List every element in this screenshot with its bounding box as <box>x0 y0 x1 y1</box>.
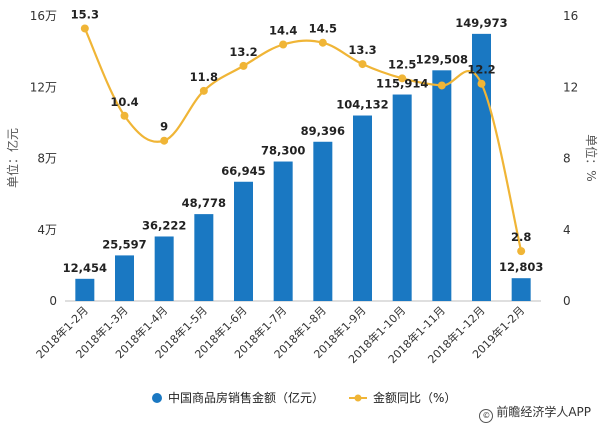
legend-bar-label: 中国商品房销售金额（亿元） <box>168 390 324 405</box>
bar <box>115 255 134 301</box>
line-value-label: 12.2 <box>467 63 495 77</box>
line-point <box>437 81 446 90</box>
bar-value-label: 149,973 <box>455 16 507 30</box>
line-point <box>120 111 129 120</box>
line-value-label: 13.3 <box>348 43 376 57</box>
line-point <box>80 24 89 33</box>
copyright-icon: © <box>479 409 494 423</box>
left-tick-label: 0 <box>49 294 57 308</box>
bar-value-label: 25,597 <box>102 237 146 251</box>
line-point <box>398 74 407 83</box>
bar <box>432 70 452 301</box>
bar <box>472 33 491 301</box>
left-tick-label: 8万 <box>37 152 57 166</box>
line-point <box>279 40 288 49</box>
legend-line-label: 金额同比（%） <box>373 390 456 405</box>
bar-value-label: 89,396 <box>301 124 345 138</box>
line-point <box>477 79 486 88</box>
x-axis-ticks: 2018年1-2月2018年1-3月2018年1-4月2018年1-5月2018… <box>33 303 527 366</box>
right-tick-label: 8 <box>563 152 571 166</box>
line-point <box>318 38 327 47</box>
bar-value-label: 78,300 <box>261 144 305 158</box>
left-tick-label: 16万 <box>30 9 57 23</box>
line-value-label: 13.2 <box>229 45 257 59</box>
bar <box>154 236 174 301</box>
line-point <box>160 136 169 145</box>
line-path <box>83 28 523 252</box>
line-point <box>358 60 367 69</box>
right-tick-label: 4 <box>563 223 571 237</box>
left-tick-label: 12万 <box>30 80 57 94</box>
right-tick-label: 16 <box>563 9 578 23</box>
bar <box>511 278 531 301</box>
bar-value-label: 129,508 <box>416 52 468 66</box>
bar-value-label: 12,803 <box>499 260 543 274</box>
line-value-label: 11.8 <box>190 70 218 84</box>
bar-value-label: 66,945 <box>221 164 265 178</box>
line-value-label: 12.5 <box>388 57 416 71</box>
right-tick-label: 12 <box>563 80 578 94</box>
line-value-label: 14.5 <box>309 22 337 36</box>
left-axis-ticks: 0 4万 8万 12万 16万 <box>30 9 57 308</box>
bar <box>353 115 372 301</box>
line-series <box>80 24 526 256</box>
line-value-label: 15.3 <box>71 7 99 21</box>
line-value-label: 14.4 <box>269 24 297 38</box>
line-value-label: 9 <box>160 120 168 134</box>
line-value-label: 2.8 <box>511 230 531 244</box>
bar-value-label: 104,132 <box>336 98 388 112</box>
left-tick-label: 4万 <box>37 223 57 237</box>
legend: 中国商品房销售金额（亿元） 金额同比（%） <box>152 390 456 405</box>
bar <box>234 181 253 301</box>
bar-value-label: 48,778 <box>182 196 226 210</box>
bar-value-label: 12,454 <box>63 261 107 275</box>
line-value-label: 10.4 <box>110 95 138 109</box>
bar <box>273 161 293 301</box>
right-axis-ticks: 0 4 8 12 16 <box>563 9 578 308</box>
right-axis-title: 单位：% <box>584 134 599 181</box>
line-point <box>517 247 526 256</box>
right-tick-label: 0 <box>563 294 571 308</box>
bar-value-label: 36,222 <box>142 218 186 232</box>
source-text: 前瞻经济学人APP <box>496 405 591 419</box>
legend-bar-marker <box>152 393 162 403</box>
source-credit: © 前瞻经济学人APP <box>479 403 591 423</box>
bar <box>194 214 214 301</box>
line-labels: 15.3 10.4 9 11.8 13.2 14.4 14.5 13.3 12.5 12.2 2.8 <box>71 7 532 244</box>
line-point <box>239 61 248 70</box>
bar <box>392 94 412 301</box>
bar-labels: 12,454 25,597 36,222 48,778 66,945 78,300 89,3… <box>63 16 544 275</box>
bar <box>75 278 95 301</box>
bar-value-label: 115,914 <box>376 77 428 91</box>
line-point <box>199 86 208 95</box>
bar <box>313 141 333 301</box>
bar-series <box>75 33 531 301</box>
legend-line-marker <box>354 394 362 402</box>
left-axis-title: 单位：亿元 <box>5 128 20 188</box>
